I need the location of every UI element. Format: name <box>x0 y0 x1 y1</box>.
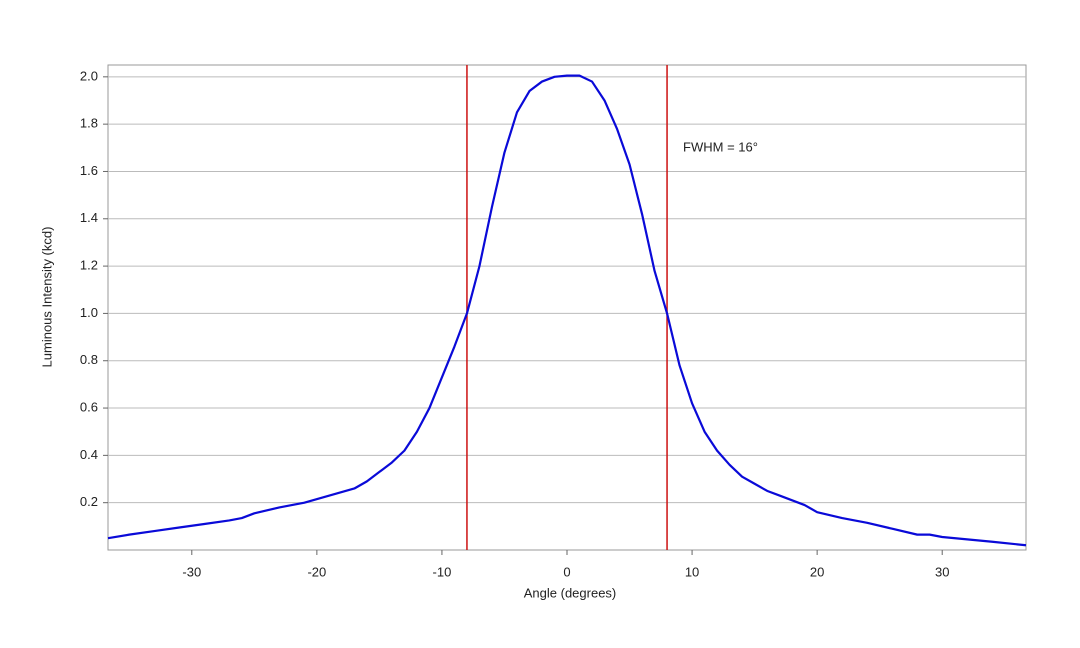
x-tick-label: -20 <box>307 564 326 579</box>
y-tick-label: 1.2 <box>80 258 98 273</box>
y-tick-label: 0.2 <box>80 494 98 509</box>
data-line <box>107 74 1027 547</box>
x-axis-label: Angle (degrees) <box>524 585 617 600</box>
x-tick-label: -10 <box>433 564 452 579</box>
x-tick-label: 20 <box>810 564 824 579</box>
y-tick-label: 0.4 <box>80 447 98 462</box>
annotation: FWHM = 16° <box>683 139 758 154</box>
y-tick-label: 1.6 <box>80 163 98 178</box>
x-tick-label: 0 <box>563 564 570 579</box>
y-tick-label: 0.8 <box>80 352 98 367</box>
y-axis-label: Luminous Intensity (kcd) <box>39 227 54 368</box>
y-tick-label: 1.0 <box>80 305 98 320</box>
y-tick-label: 2.0 <box>80 68 98 83</box>
x-tick-label: 30 <box>935 564 949 579</box>
y-tick-label: 1.8 <box>80 116 98 131</box>
y-tick-label: 0.6 <box>80 399 98 414</box>
x-tick-label: 10 <box>685 564 699 579</box>
x-tick-label: -30 <box>182 564 201 579</box>
plot-area <box>107 64 1027 551</box>
y-tick-label: 1.4 <box>80 210 98 225</box>
